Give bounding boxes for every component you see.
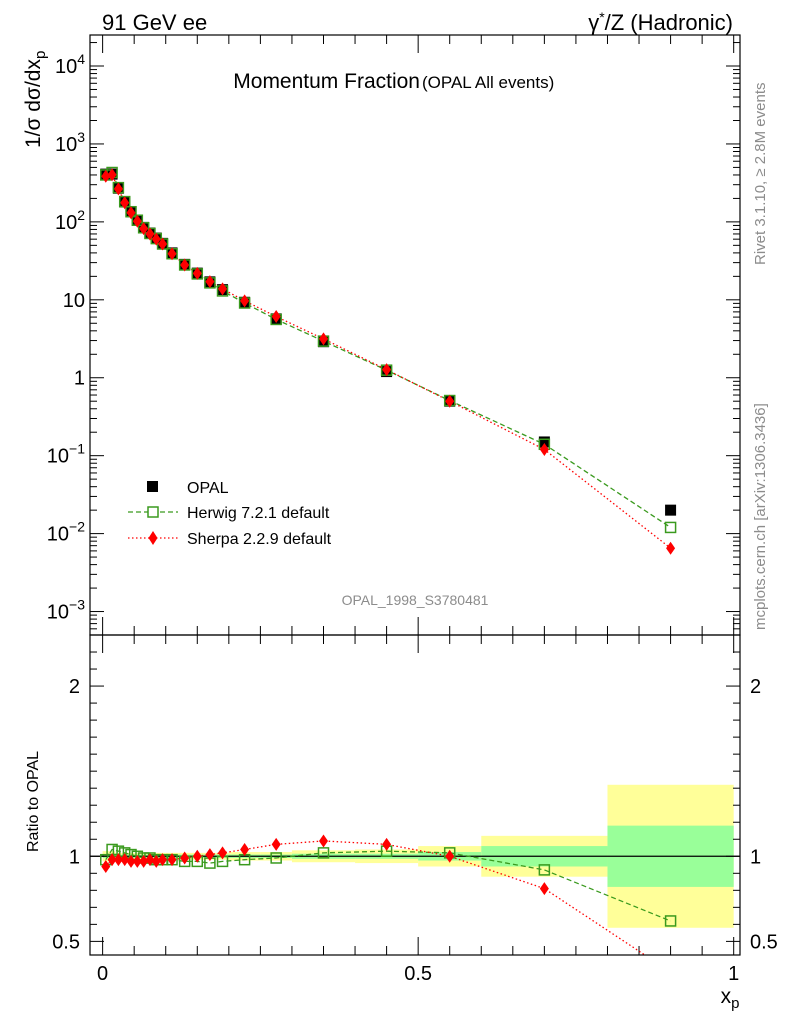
ratio-y-tick-label-left: 2 (69, 676, 80, 698)
y-tick-label: 103 (55, 129, 85, 156)
y-tick-label: 102 (55, 207, 85, 234)
sherpa-point (151, 232, 161, 246)
x-tick-label: 1 (728, 963, 739, 985)
y-tick-label: 104 (55, 51, 85, 78)
ratio-sherpa-point (180, 851, 190, 865)
ratio-line-0 (105, 848, 671, 922)
ratio-sherpa-point (139, 854, 149, 868)
chart-subtitle: (OPAL All events) (422, 73, 554, 92)
legend-marker-opal (147, 481, 158, 492)
ratio-sherpa-point (318, 834, 328, 848)
herwig-point (664, 521, 677, 534)
ratio-plot-frame (89, 634, 741, 956)
chart-title: Momentum Fraction (233, 70, 420, 93)
ratio-sherpa-point (539, 882, 549, 896)
sherpa-point (145, 227, 155, 241)
ratio-sherpa-point (205, 848, 215, 862)
ratio-sherpa-point (666, 966, 675, 979)
rivet-label: Rivet 3.1.10, ≥ 2.8M events (752, 83, 769, 266)
ratio-sherpa-point (120, 853, 130, 867)
y-tick-label: 10−3 (47, 597, 85, 624)
sherpa-point (539, 443, 549, 457)
y-tick-label: 10−1 (47, 441, 85, 468)
legend: OPAL Herwig 7.2.1 default Sherpa 2.2.9 d… (128, 480, 332, 548)
ratio-sherpa-point (382, 837, 392, 851)
legend-marker-herwig (147, 506, 159, 518)
header-right: γ*/Z (Hadronic) (588, 9, 733, 35)
legend-marker-sherpa (148, 531, 158, 545)
legend-entry-opal: OPAL (147, 480, 229, 497)
ratio-sherpa-point (167, 853, 177, 867)
ratio-sherpa-point (126, 854, 136, 868)
y-tick-label: 10−2 (47, 519, 85, 546)
sherpa-point (666, 541, 676, 555)
sherpa-point (192, 266, 202, 280)
ratio-sherpa-point (445, 849, 455, 863)
sherpa-point (120, 196, 130, 210)
y-tick-label: 10 (63, 290, 85, 312)
ratio-sherpa-point (145, 853, 155, 867)
ratio-sherpa-point (113, 853, 123, 867)
sherpa-point (158, 237, 168, 251)
sherpa-point (240, 294, 250, 308)
opal-point (538, 436, 550, 448)
sherpa-point (107, 168, 117, 182)
opal-point (665, 504, 677, 516)
sherpa-point (180, 258, 190, 272)
ratio-y-tick-label-left: 1 (69, 846, 80, 868)
ratio-sherpa-point (101, 859, 111, 873)
ratio-sherpa-point (151, 854, 161, 868)
ratio-sherpa-point (240, 842, 250, 856)
sherpa-point (132, 214, 142, 228)
sherpa-point (167, 247, 177, 261)
sherpa-point (205, 275, 215, 289)
series-line-2 (105, 174, 671, 549)
ratio-y-tick-label-right: 0.5 (750, 931, 778, 953)
x-tick-label: 0 (97, 963, 108, 985)
main-y-axis-label: 1/σ dσ/dxp (22, 51, 49, 148)
ratio-sherpa-point (192, 849, 202, 863)
legend-label-opal: OPAL (187, 480, 229, 497)
x-axis-label: xp (721, 985, 740, 1012)
sherpa-point (218, 282, 228, 296)
sherpa-point (318, 332, 328, 346)
sherpa-point (445, 394, 455, 408)
legend-entry-sherpa: Sherpa 2.2.9 default (128, 531, 332, 548)
y-tick-label: 1 (74, 368, 85, 390)
ratio-herwig-point (270, 852, 282, 864)
header-left: 91 GeV ee (102, 10, 207, 35)
sherpa-point (271, 310, 281, 324)
sherpa-point (113, 182, 123, 196)
ratio-plot-area: 0.5 0.5 1 1 2 2 0 0.5 1 (52, 634, 778, 985)
sherpa-point (382, 363, 392, 377)
ratio-sherpa-point (218, 846, 228, 860)
sherpa-point (139, 222, 149, 236)
legend-label-herwig: Herwig 7.2.1 default (187, 505, 330, 522)
ratio-y-axis-label: Ratio to OPAL (25, 751, 42, 852)
ratio-y-tick-label-right: 1 (750, 846, 761, 868)
ratio-sherpa-point (107, 853, 117, 867)
ratio-sherpa-point (132, 854, 142, 868)
legend-label-sherpa: Sherpa 2.2.9 default (187, 531, 332, 548)
ratio-y-tick-label-left: 0.5 (52, 931, 80, 953)
mcplots-label: mcplots.cern.ch [arXiv:1306.3436] (752, 403, 769, 630)
ratio-herwig-point (538, 864, 551, 876)
ratio-sherpa-point (271, 837, 281, 851)
ratio-sherpa-point (158, 853, 168, 867)
legend-entry-herwig: Herwig 7.2.1 default (128, 505, 330, 522)
analysis-watermark: OPAL_1998_S3780481 (342, 592, 489, 608)
sherpa-point (126, 206, 136, 220)
ratio-herwig-point (317, 847, 330, 859)
series-line-1 (105, 171, 671, 528)
sherpa-point (101, 169, 111, 183)
ratio-herwig-point (664, 915, 677, 927)
x-tick-label: 0.5 (404, 963, 432, 985)
ratio-y-tick-label-right: 2 (750, 676, 761, 698)
